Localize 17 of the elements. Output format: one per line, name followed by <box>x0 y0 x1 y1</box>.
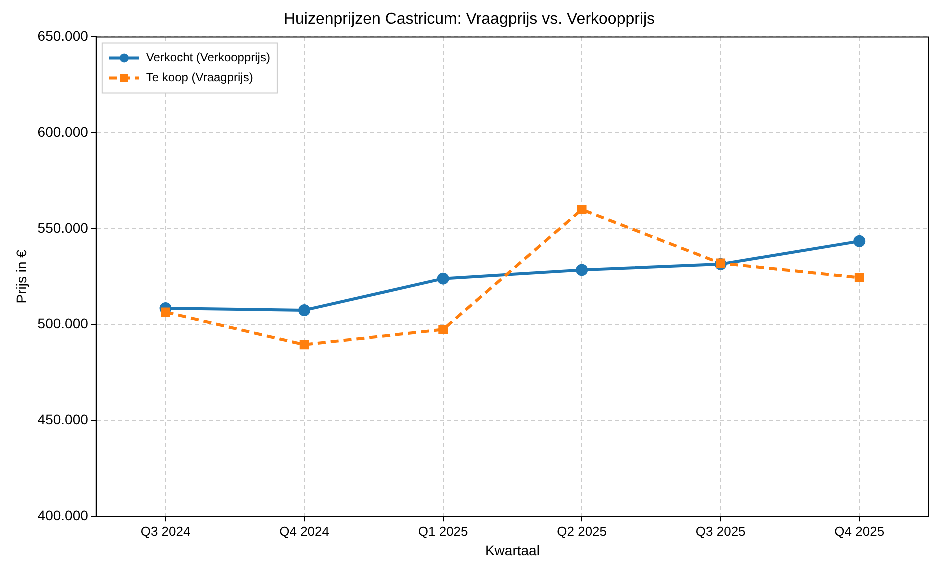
x-tick-label: Q3 2025 <box>696 524 746 539</box>
y-tick-label: 650.000 <box>38 28 89 44</box>
x-tick-label: Q1 2025 <box>418 524 468 539</box>
x-tick-label: Q2 2025 <box>557 524 608 539</box>
chart-title: Huizenprijzen Castricum: Vraagprijs vs. Verkoopprijs <box>284 11 656 28</box>
x-tick-label: Q4 2025 <box>834 524 885 539</box>
x-tick-label: Q3 2024 <box>140 524 191 539</box>
legend-label: Verkocht (Verkoopprijs) <box>146 50 270 65</box>
x-tick-label: Q4 2024 <box>280 524 330 539</box>
y-tick-label: 400.000 <box>38 507 89 524</box>
y-axis-title: Prijs in € <box>13 250 30 304</box>
y-tick-label: 550.000 <box>38 220 89 236</box>
y-tick-label: 500.000 <box>38 316 89 332</box>
x-axis-title: Kwartaal <box>485 542 540 558</box>
y-tick-label: 600.000 <box>38 124 89 140</box>
legend-label: Te koop (Vraagprijs) <box>146 70 254 85</box>
y-tick-label: 450.000 <box>38 412 89 428</box>
